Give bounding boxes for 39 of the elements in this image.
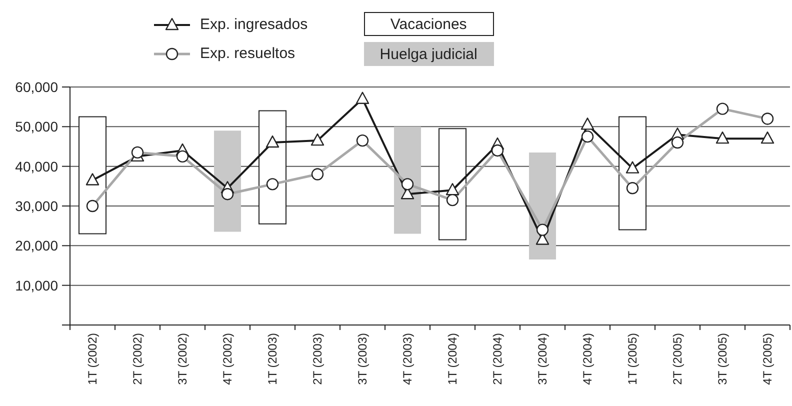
x-tick-label: 4T (2003) [400, 333, 414, 385]
x-tick-label: 3T (2003) [356, 333, 370, 385]
x-tick-label: 1T (2002) [86, 333, 100, 385]
bar [394, 126, 421, 234]
x-tick-label: 1T (2004) [446, 333, 460, 385]
point [310, 133, 324, 146]
y-tick-label: 30,000 [15, 198, 58, 214]
x-tick-label: 3T (2005) [716, 333, 730, 385]
x-tick-label: 2T (2002) [130, 333, 144, 385]
y-tick-label: 50,000 [15, 118, 58, 135]
x-tick-label: 1T (2003) [266, 333, 280, 385]
point [86, 173, 100, 186]
bar [258, 110, 286, 224]
x-tick-label: 3T (2002) [176, 333, 190, 385]
point [446, 183, 460, 196]
y-tick-label: 10,000 [15, 277, 58, 294]
y-tick-label: 20,000 [15, 238, 58, 254]
x-tick-label: 4T (2004) [580, 333, 594, 385]
point [716, 131, 730, 144]
x-tick-label: 2T (2005) [670, 333, 684, 385]
point [760, 131, 774, 144]
legend-label: Exp. ingresados [200, 16, 308, 33]
x-tick-label: 4T (2002) [220, 333, 234, 385]
point [356, 92, 370, 104]
bar [214, 130, 241, 232]
x-tick-label: 2T (2004) [490, 333, 504, 385]
x-tick-label: 1T (2005) [626, 333, 640, 385]
bar [618, 116, 646, 230]
text: Huelga judicial [364, 42, 494, 66]
x-tick-label: 3T (2004) [536, 333, 550, 385]
text: Vacaciones [364, 12, 494, 36]
legend-label: Exp. resueltos [200, 45, 296, 62]
point [626, 161, 640, 174]
x-tick-label: 2T (2003) [310, 333, 324, 385]
y-tick-label: 60,000 [15, 78, 58, 95]
point [580, 118, 594, 130]
x-tick-label: 4T (2005) [760, 333, 774, 385]
point [266, 135, 280, 148]
y-tick-label: 40,000 [15, 158, 58, 174]
